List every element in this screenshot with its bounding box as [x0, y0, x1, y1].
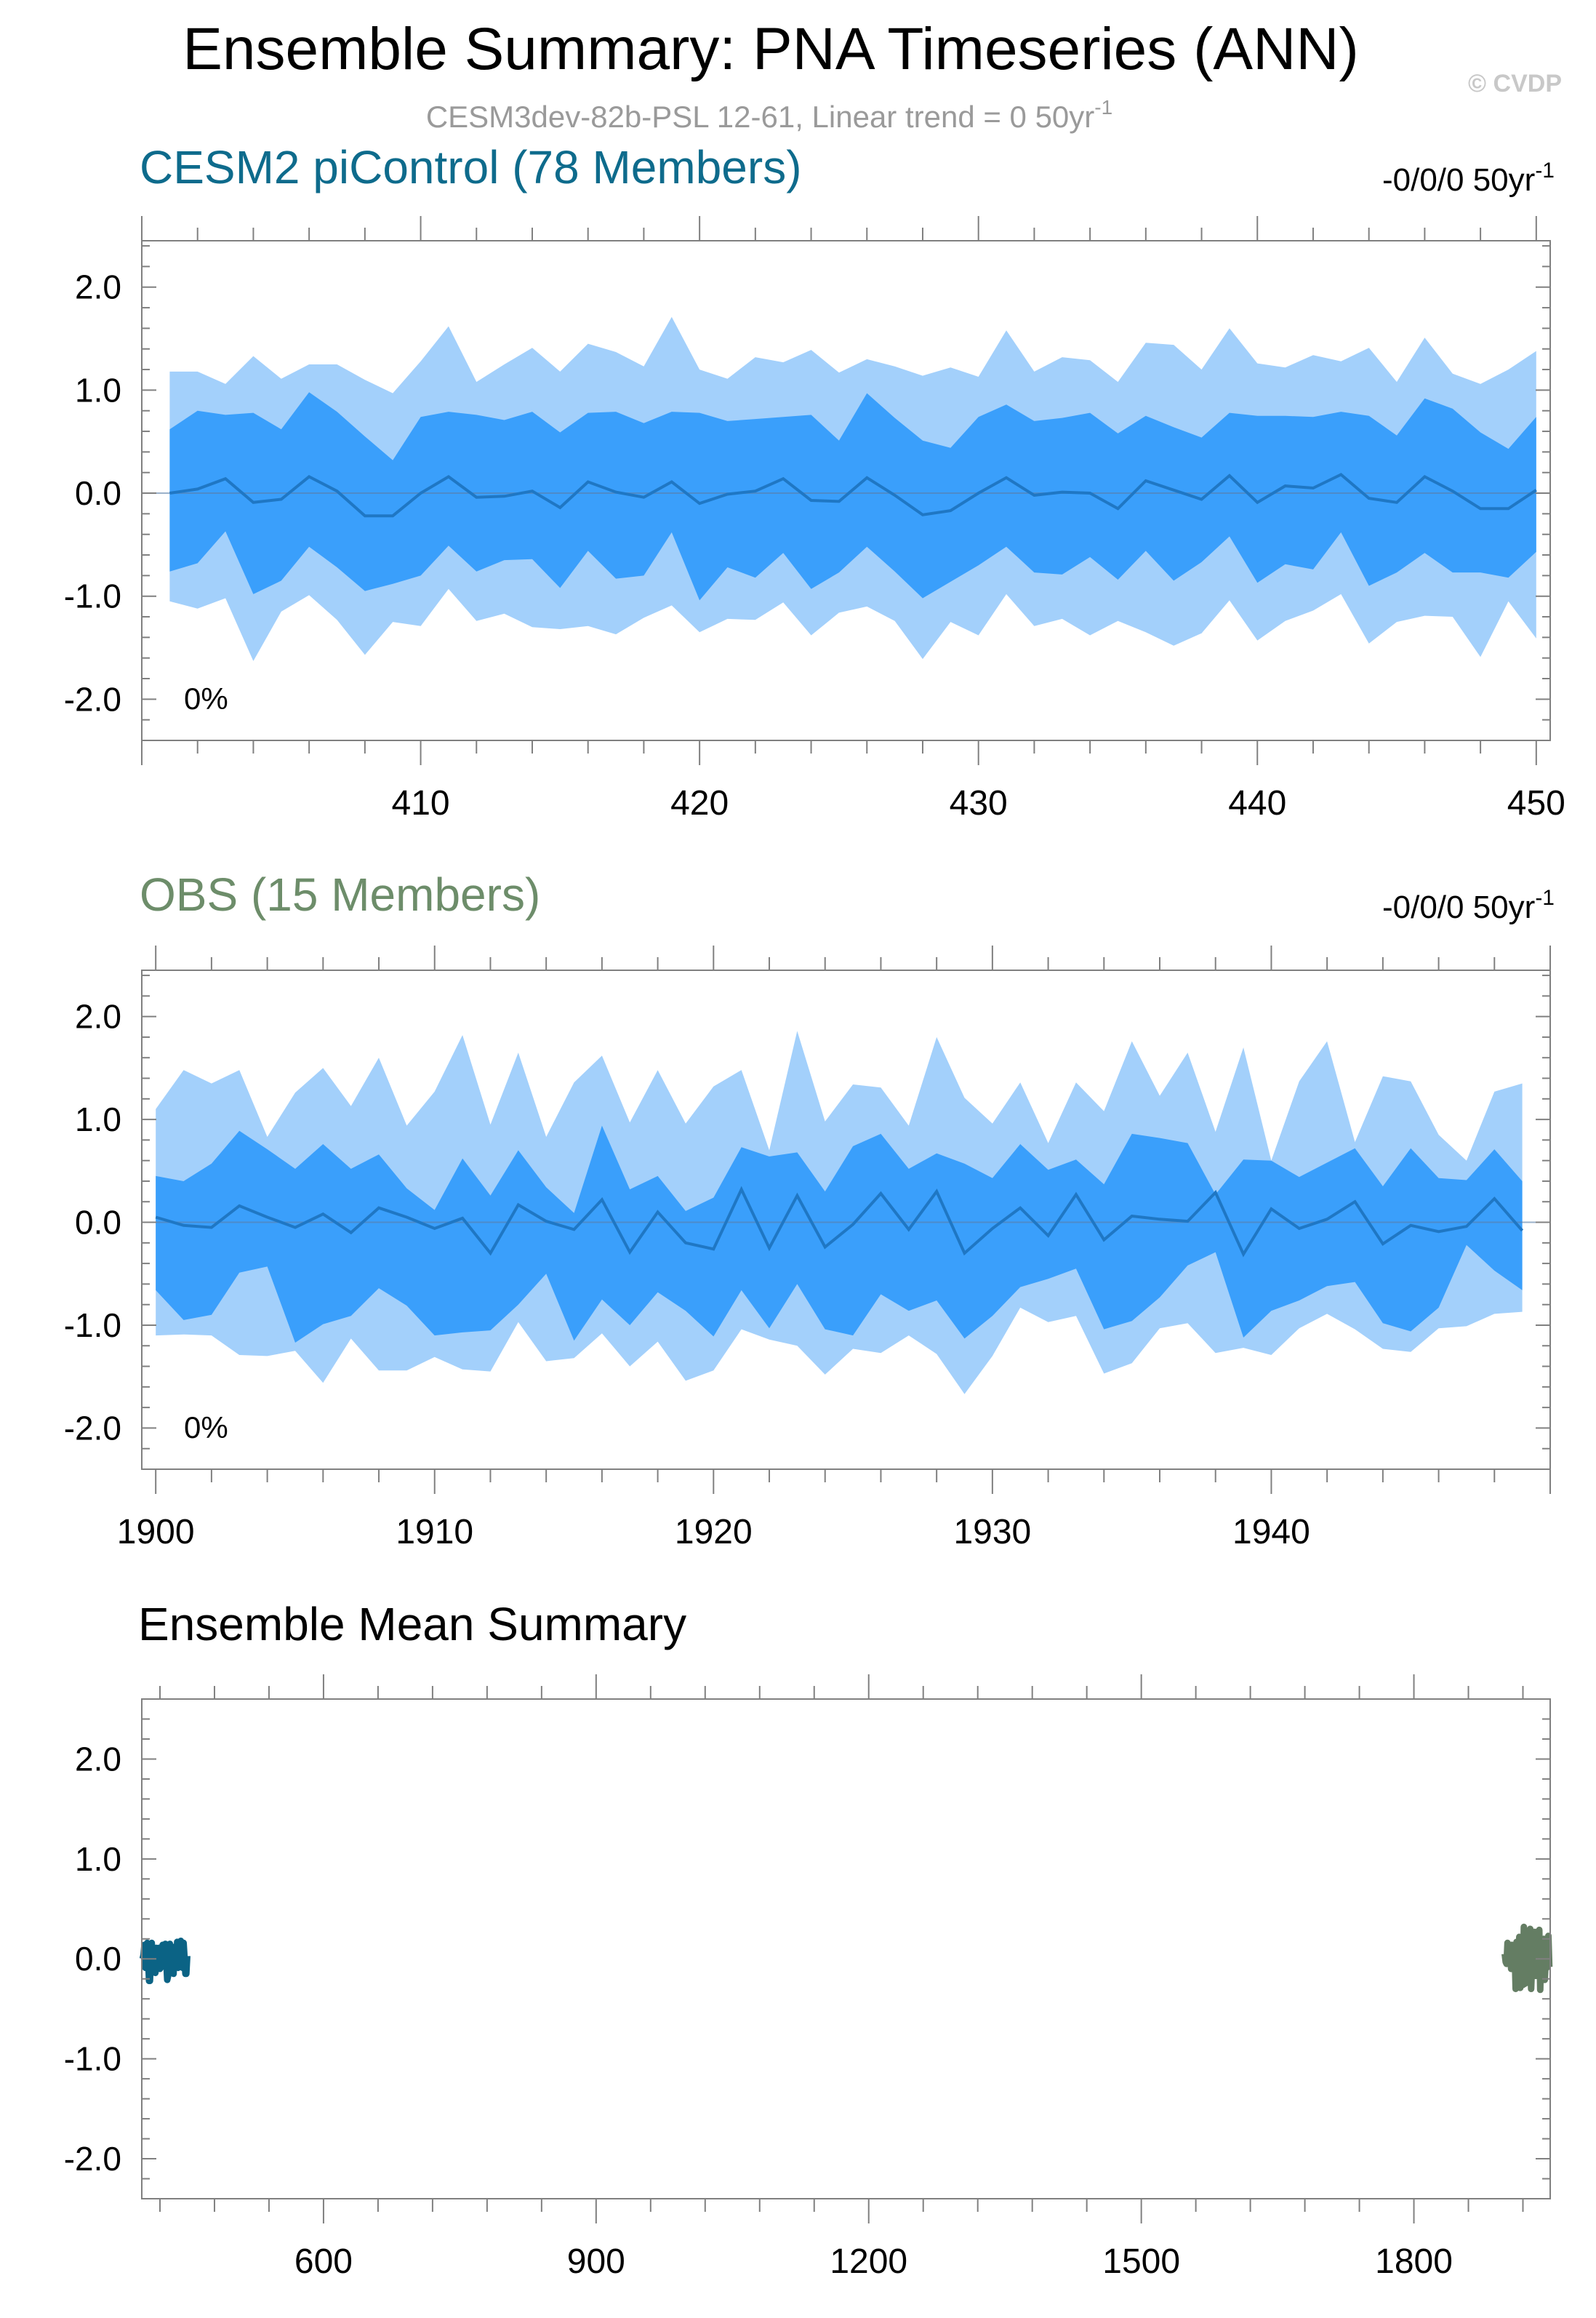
y-tick-label-2: 1.0	[75, 1840, 121, 1878]
trend-label-obs: -0/0/0 50yr-1	[1382, 886, 1555, 925]
y-tick-label-0: 0.0	[75, 474, 121, 512]
subtitle: CESM3dev-82b-PSL 12-61, Linear trend = 0…	[426, 96, 1112, 134]
trend-text-cesm2: -0/0/0 50yr	[1382, 162, 1535, 198]
percent-label-obs: 0%	[184, 1410, 228, 1444]
trend-superscript-obs: -1	[1535, 886, 1555, 910]
y-tick-label-1: -1.0	[64, 1306, 121, 1344]
watermark: © CVDP	[1468, 70, 1562, 97]
panel-title-obs: OBS (15 Members)	[140, 868, 540, 921]
x-tick-label-1: 1940	[1232, 1513, 1310, 1551]
panel-title-ensemble-mean: Ensemble Mean Summary	[138, 1598, 686, 1650]
plot-frame-0	[141, 240, 1551, 741]
subtitle-text: CESM3dev-82b-PSL 12-61, Linear trend = 0…	[426, 100, 1094, 134]
band-p25-p75-0	[169, 392, 1536, 601]
x-tick-label-0: 430	[950, 784, 1008, 823]
y-tick-label-2: 2.0	[75, 1740, 121, 1778]
ensemble-mean-line-0	[169, 473, 1537, 518]
panel-ensemble-mean: Ensemble Mean Summary 2.0 1.0 0.0 -1.0 -2.0 6…	[64, 1598, 1553, 2281]
trend-text-obs: -0/0/0 50yr	[1382, 890, 1535, 925]
x-tick-label-0: 450	[1507, 784, 1565, 823]
x-tick-label-2: 1200	[830, 2242, 907, 2281]
x-tick-label-0: 420	[670, 784, 729, 823]
plot-frame-1	[141, 970, 1551, 1470]
panel-obs: OBS (15 Members) -0/0/0 50yr-1 0% 2.0 1.0…	[64, 868, 1555, 1551]
figure-title: Ensemble Summary: PNA Timeseries (ANN)	[183, 16, 1359, 82]
y-tick-label-0: -2.0	[64, 680, 121, 718]
y-tick-label-2: -2.0	[64, 2140, 121, 2178]
plot-frame-2	[141, 1698, 1551, 2199]
x-tick-label-1: 1910	[396, 1513, 473, 1551]
series-line-obs	[1501, 1923, 1553, 1994]
y-tick-label-2: -1.0	[64, 2040, 121, 2078]
panel-cesm2-picontrol: CESM2 piControl (78 Members) -0/0/0 50yr…	[64, 141, 1565, 823]
x-tick-label-1: 1930	[953, 1513, 1031, 1551]
x-tick-label-0: 440	[1228, 784, 1286, 823]
x-tick-label-2: 1800	[1375, 2242, 1453, 2281]
y-tick-label-1: 2.0	[75, 998, 121, 1036]
y-tick-label-1: 1.0	[75, 1100, 121, 1138]
y-tick-label-0: -1.0	[64, 577, 121, 615]
y-tick-label-0: 1.0	[75, 371, 121, 409]
y-tick-label-0: 2.0	[75, 268, 121, 306]
subtitle-superscript: -1	[1094, 96, 1112, 119]
ensemble-mean-line-1	[155, 1186, 1524, 1258]
x-tick-label-2: 600	[294, 2242, 353, 2281]
x-tick-label-2: 900	[567, 2242, 625, 2281]
y-tick-label-1: 0.0	[75, 1204, 121, 1242]
x-tick-label-2: 1500	[1102, 2242, 1180, 2281]
percent-label-cesm2: 0%	[184, 682, 228, 716]
y-tick-label-2: 0.0	[75, 1940, 121, 1978]
x-tick-label-1: 1920	[675, 1513, 753, 1551]
trend-superscript-cesm2: -1	[1535, 159, 1555, 183]
trend-label-cesm2: -0/0/0 50yr-1	[1382, 159, 1555, 198]
x-tick-label-1: 1900	[117, 1513, 195, 1551]
series-line-cesm2-picontrol	[139, 1938, 191, 1984]
x-tick-label-0: 410	[392, 784, 450, 823]
y-tick-label-1: -2.0	[64, 1409, 121, 1447]
panel-title-cesm2: CESM2 piControl (78 Members)	[140, 141, 802, 193]
